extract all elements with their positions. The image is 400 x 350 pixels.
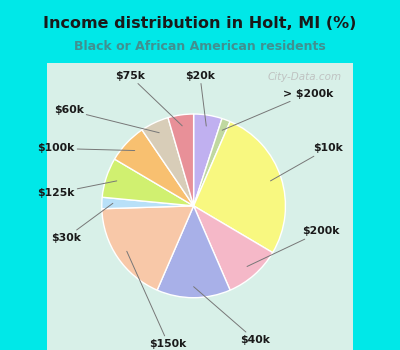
Bar — [47, 63, 353, 350]
Text: $200k: $200k — [247, 226, 340, 266]
Wedge shape — [194, 121, 286, 253]
Text: $10k: $10k — [270, 144, 342, 181]
Text: $40k: $40k — [194, 287, 270, 345]
Text: City-Data.com: City-Data.com — [267, 72, 342, 82]
Wedge shape — [142, 118, 194, 206]
Text: $20k: $20k — [185, 71, 215, 126]
Text: $100k: $100k — [37, 144, 135, 153]
Wedge shape — [194, 206, 273, 290]
Text: $125k: $125k — [37, 181, 117, 198]
Text: $30k: $30k — [51, 203, 113, 243]
Wedge shape — [168, 114, 194, 206]
Wedge shape — [114, 130, 194, 206]
Text: Black or African American residents: Black or African American residents — [74, 40, 326, 53]
Wedge shape — [102, 197, 194, 209]
Wedge shape — [194, 119, 230, 206]
Text: $75k: $75k — [115, 71, 182, 126]
Text: > $200k: > $200k — [222, 89, 334, 130]
Text: $60k: $60k — [54, 105, 159, 133]
Wedge shape — [157, 206, 230, 298]
Wedge shape — [194, 114, 222, 206]
Wedge shape — [102, 159, 194, 206]
Text: $150k: $150k — [127, 251, 187, 349]
Text: Income distribution in Holt, MI (%): Income distribution in Holt, MI (%) — [43, 16, 357, 31]
Wedge shape — [102, 206, 194, 290]
